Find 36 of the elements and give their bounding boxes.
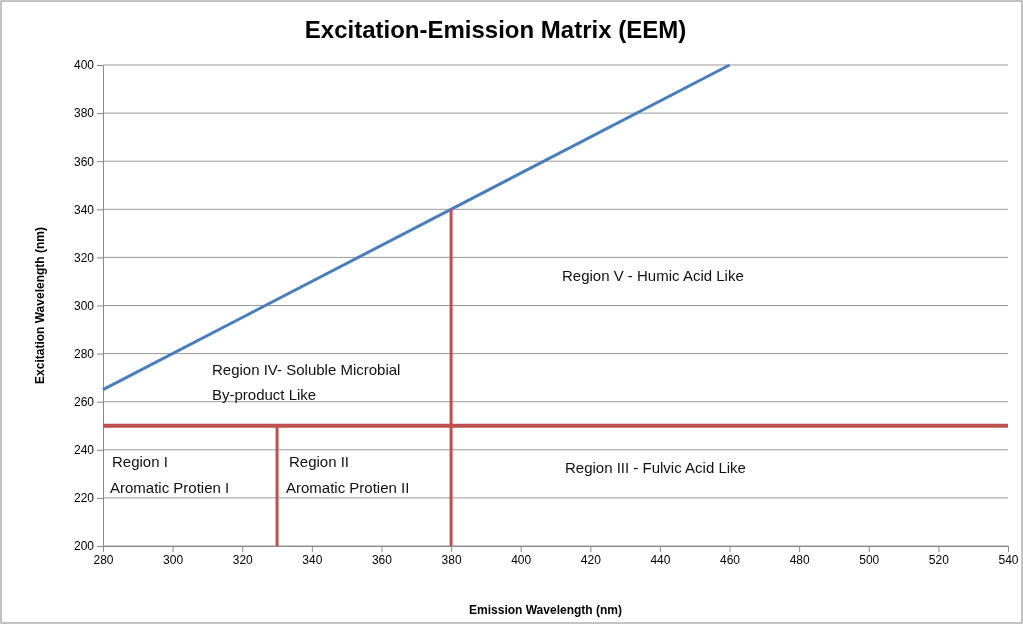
x-tick-label: 540 bbox=[998, 552, 1019, 567]
x-tick-label: 500 bbox=[859, 552, 880, 567]
annotation: By-product Like bbox=[212, 386, 317, 403]
y-tick-label: 280 bbox=[73, 346, 95, 361]
y-tick-label: 320 bbox=[73, 250, 95, 265]
y-tick-label: 240 bbox=[73, 443, 95, 458]
x-axis-title: Emission Wavelength (nm) bbox=[469, 603, 622, 617]
annotation: Aromatic Protien I bbox=[110, 479, 230, 496]
y-tick-label: 400 bbox=[73, 58, 95, 73]
y-axis-title: Excitation Wavelength (nm) bbox=[33, 227, 47, 384]
annotation: Region IV- Soluble Microbial bbox=[212, 361, 401, 378]
annotation: Aromatic Protien II bbox=[286, 479, 410, 496]
x-tick-label: 360 bbox=[371, 552, 393, 567]
y-tick-label: 200 bbox=[73, 539, 95, 554]
x-tick-label: 280 bbox=[93, 552, 114, 567]
x-tick-label: 380 bbox=[441, 552, 462, 567]
annotation: Region II bbox=[289, 453, 350, 470]
annotation: Region III - Fulvic Acid Like bbox=[565, 459, 746, 476]
y-tick-label: 360 bbox=[73, 154, 95, 169]
x-tick-label: 320 bbox=[232, 552, 254, 567]
annotation: Region V - Humic Acid Like bbox=[562, 267, 744, 284]
x-tick-label: 440 bbox=[650, 552, 671, 567]
y-tick-label: 380 bbox=[73, 106, 95, 121]
y-tick-label: 340 bbox=[73, 202, 95, 217]
x-tick-label: 340 bbox=[302, 552, 323, 567]
x-tick-label: 400 bbox=[511, 552, 532, 567]
y-tick-label: 220 bbox=[73, 491, 95, 506]
chart-title: Excitation-Emission Matrix (EEM) bbox=[304, 16, 687, 43]
x-tick-label: 460 bbox=[720, 552, 741, 567]
x-tick-label: 420 bbox=[580, 552, 602, 567]
x-tick-label: 300 bbox=[163, 552, 184, 567]
y-tick-label: 260 bbox=[73, 395, 95, 410]
x-tick-label: 520 bbox=[928, 552, 950, 567]
annotation: Region I bbox=[112, 453, 168, 470]
x-tick-label: 480 bbox=[789, 552, 810, 567]
y-tick-label: 300 bbox=[73, 298, 95, 313]
